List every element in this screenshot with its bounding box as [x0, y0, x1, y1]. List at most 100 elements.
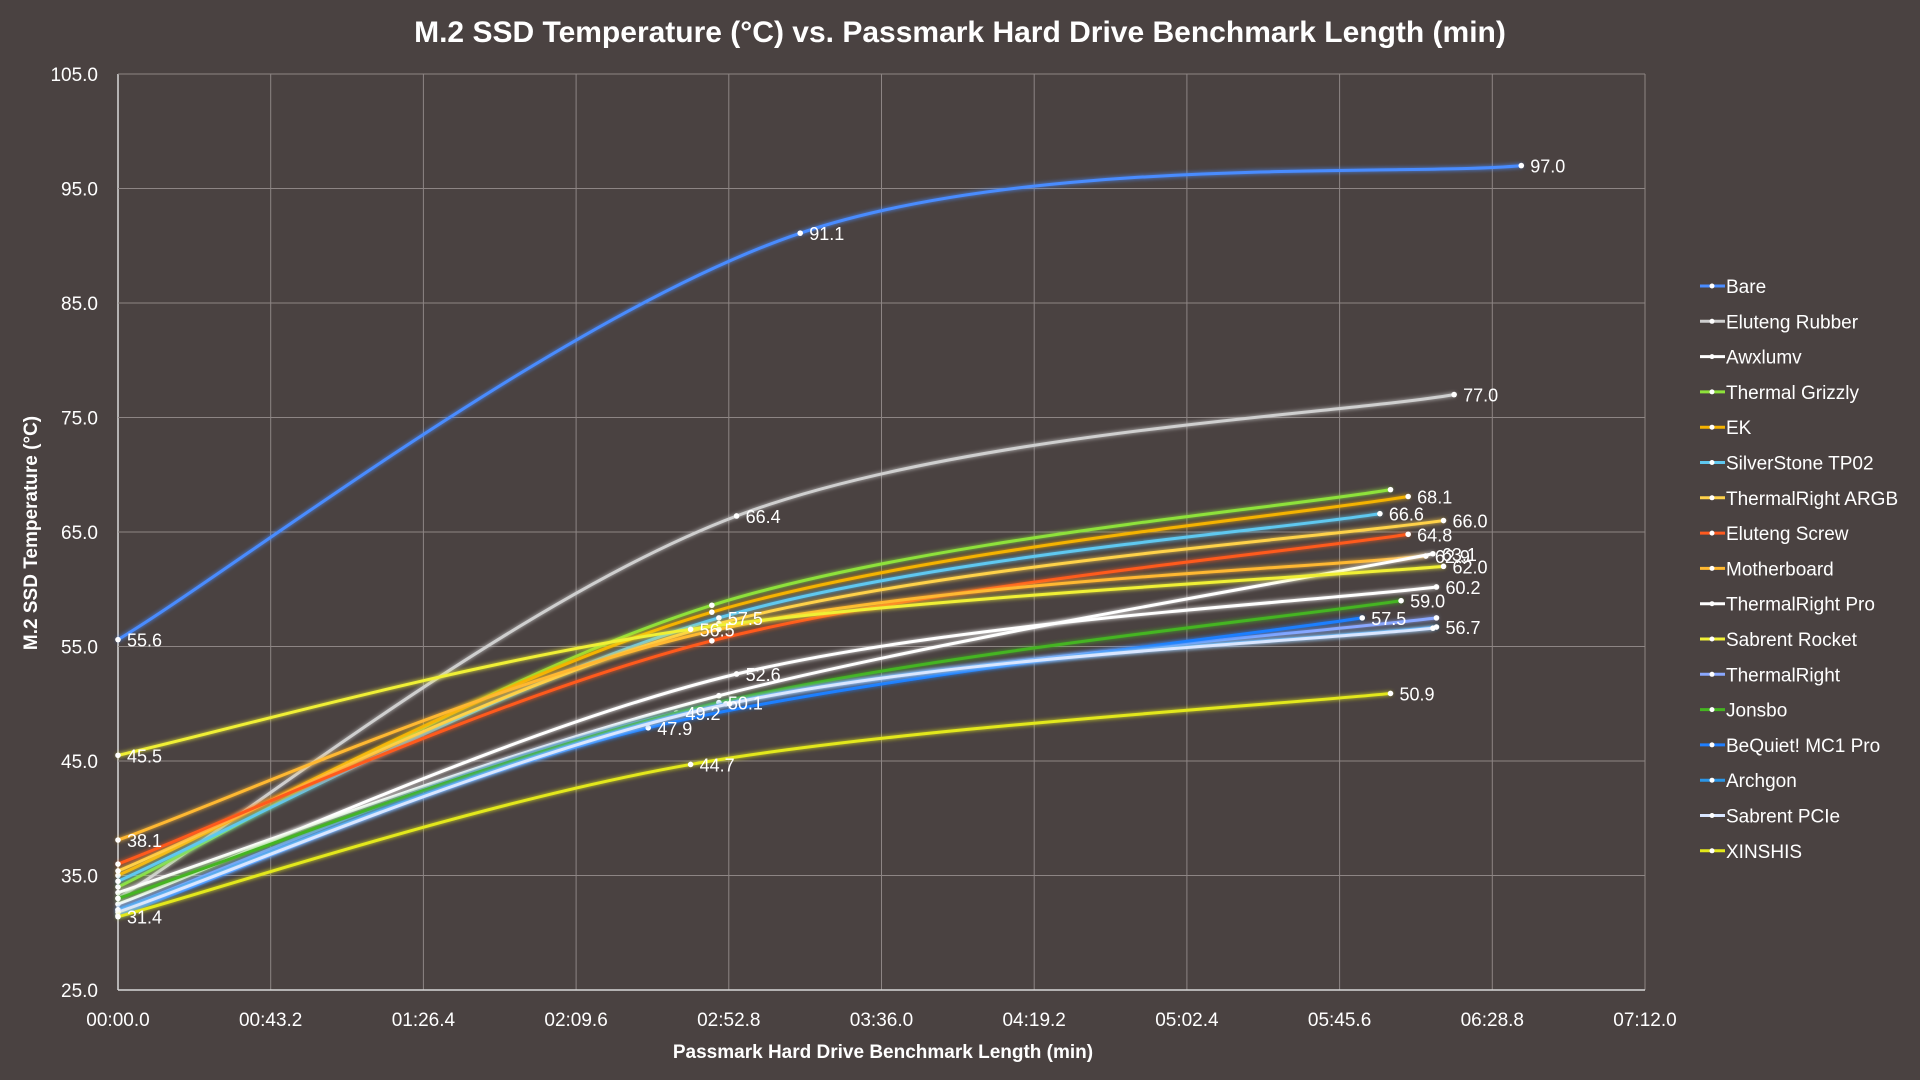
legend-label-sabrent-rocket: Sabrent Rocket [1726, 630, 1858, 651]
legend-marker [1709, 707, 1715, 713]
data-label: 57.5 [728, 609, 763, 629]
data-point [115, 909, 121, 915]
legend-label-ek: EK [1726, 418, 1752, 439]
data-point [716, 615, 722, 621]
data-point [115, 872, 121, 879]
legend-marker [1709, 671, 1715, 677]
legend: Bare Eluteng Rubber Awxlumv Thermal Grizzly… [1700, 277, 1898, 863]
legend-marker [1709, 495, 1715, 501]
data-point [709, 637, 715, 644]
x-tick-label: 01:26.4 [392, 1010, 456, 1031]
series-lines [115, 162, 1525, 920]
data-label: 66.6 [1389, 505, 1424, 525]
x-tick-label: 00:43.2 [239, 1010, 302, 1031]
legend-label-bequiet-mc1-pro: BeQuiet! MC1 Pro [1726, 736, 1880, 757]
data-point [115, 837, 121, 843]
data-point [1387, 690, 1394, 697]
legend-marker [1709, 530, 1715, 536]
data-point [733, 671, 740, 677]
x-tick-label: 05:45.6 [1308, 1010, 1371, 1031]
legend-marker [1709, 848, 1715, 854]
data-point [1440, 563, 1447, 570]
data-label: 38.1 [127, 831, 162, 851]
data-label: 50.9 [1400, 684, 1435, 704]
data-point [115, 884, 121, 890]
data-point [1387, 486, 1394, 493]
legend-marker [1709, 813, 1715, 818]
data-label: 62.9 [1435, 547, 1470, 567]
legend-label-xinshis: XINSHIS [1726, 842, 1802, 863]
legend-label-eluteng-screw: Eluteng Screw [1726, 524, 1849, 545]
data-label: 97.0 [1530, 157, 1565, 177]
y-tick-label: 65.0 [61, 523, 98, 544]
y-tick-label: 95.0 [61, 180, 98, 201]
series-line-eluteng-screw [116, 532, 1410, 866]
legend-label-thermalright-argb: ThermalRight ARGB [1726, 489, 1898, 510]
y-tick-label: 45.0 [61, 752, 98, 773]
legend-marker [1709, 777, 1715, 783]
data-point [1430, 550, 1436, 557]
x-tick-label: 06:28.8 [1461, 1010, 1524, 1031]
x-tick-label: 03:36.0 [850, 1010, 913, 1031]
legend-label-thermal-grizzly: Thermal Grizzly [1726, 383, 1860, 404]
legend-label-jonsbo: Jonsbo [1726, 701, 1787, 722]
legend-label-eluteng-rubber: Eluteng Rubber [1726, 312, 1859, 333]
data-point [1405, 531, 1411, 538]
x-tick-label: 05:02.4 [1155, 1010, 1219, 1031]
data-label: 66.0 [1453, 512, 1488, 532]
y-tick-label: 25.0 [61, 981, 98, 1002]
x-axis-label: Passmark Hard Drive Benchmark Length (mi… [673, 1042, 1093, 1063]
data-point [115, 752, 121, 759]
legend-marker [1709, 283, 1715, 289]
data-point [726, 700, 733, 707]
data-label: 31.4 [127, 908, 162, 928]
x-tick-label: 00:00.0 [86, 1010, 149, 1031]
data-point [716, 692, 722, 699]
series-line-xinshis [116, 691, 1392, 919]
data-label: 49.2 [685, 704, 720, 724]
y-tick-label: 55.0 [61, 638, 98, 659]
data-point [1433, 584, 1440, 590]
data-point [115, 895, 121, 902]
data-point [1451, 391, 1457, 398]
data-label: 56.5 [700, 620, 735, 640]
data-point [115, 889, 121, 896]
legend-label-awxlumv: Awxlumv [1726, 348, 1802, 369]
x-tick-label: 02:52.8 [697, 1010, 760, 1031]
y-tick-label: 85.0 [61, 294, 98, 315]
data-point [115, 878, 121, 885]
data-label: 44.7 [700, 755, 735, 775]
data-label: 77.0 [1463, 386, 1498, 406]
legend-marker [1709, 389, 1715, 395]
data-point [1518, 162, 1525, 169]
data-label: 64.8 [1417, 525, 1452, 545]
legend-label-thermalright: ThermalRight [1726, 665, 1841, 686]
legend-marker [1709, 742, 1715, 748]
legend-label-archgon: Archgon [1726, 771, 1797, 792]
data-point [645, 724, 652, 731]
data-point [1377, 510, 1383, 517]
legend-marker [1709, 460, 1715, 465]
data-point [797, 230, 804, 236]
data-label: 57.5 [1371, 609, 1406, 629]
series-line-thermalright-argb [116, 519, 1446, 873]
data-point [115, 868, 121, 874]
legend-marker [1709, 318, 1715, 324]
series-line-sabrent-rocket [116, 564, 1446, 757]
data-point [115, 861, 121, 867]
y-axis-label: M.2 SSD Temperature (°C) [21, 416, 42, 650]
data-point [1430, 625, 1436, 631]
data-point [1359, 615, 1366, 621]
data-point [716, 626, 722, 633]
y-tick-label: 75.0 [61, 409, 98, 430]
data-point [115, 913, 121, 920]
legend-label-silverstone-tp02: SilverStone TP02 [1726, 454, 1874, 475]
y-tick-label: 105.0 [50, 65, 98, 86]
y-tick-label: 35.0 [61, 867, 98, 888]
legend-label-bare: Bare [1726, 277, 1766, 298]
data-label: 62.0 [1453, 557, 1488, 577]
data-label: 55.6 [127, 631, 162, 651]
data-label: 91.1 [809, 224, 844, 244]
data-label: 59.0 [1410, 592, 1445, 612]
